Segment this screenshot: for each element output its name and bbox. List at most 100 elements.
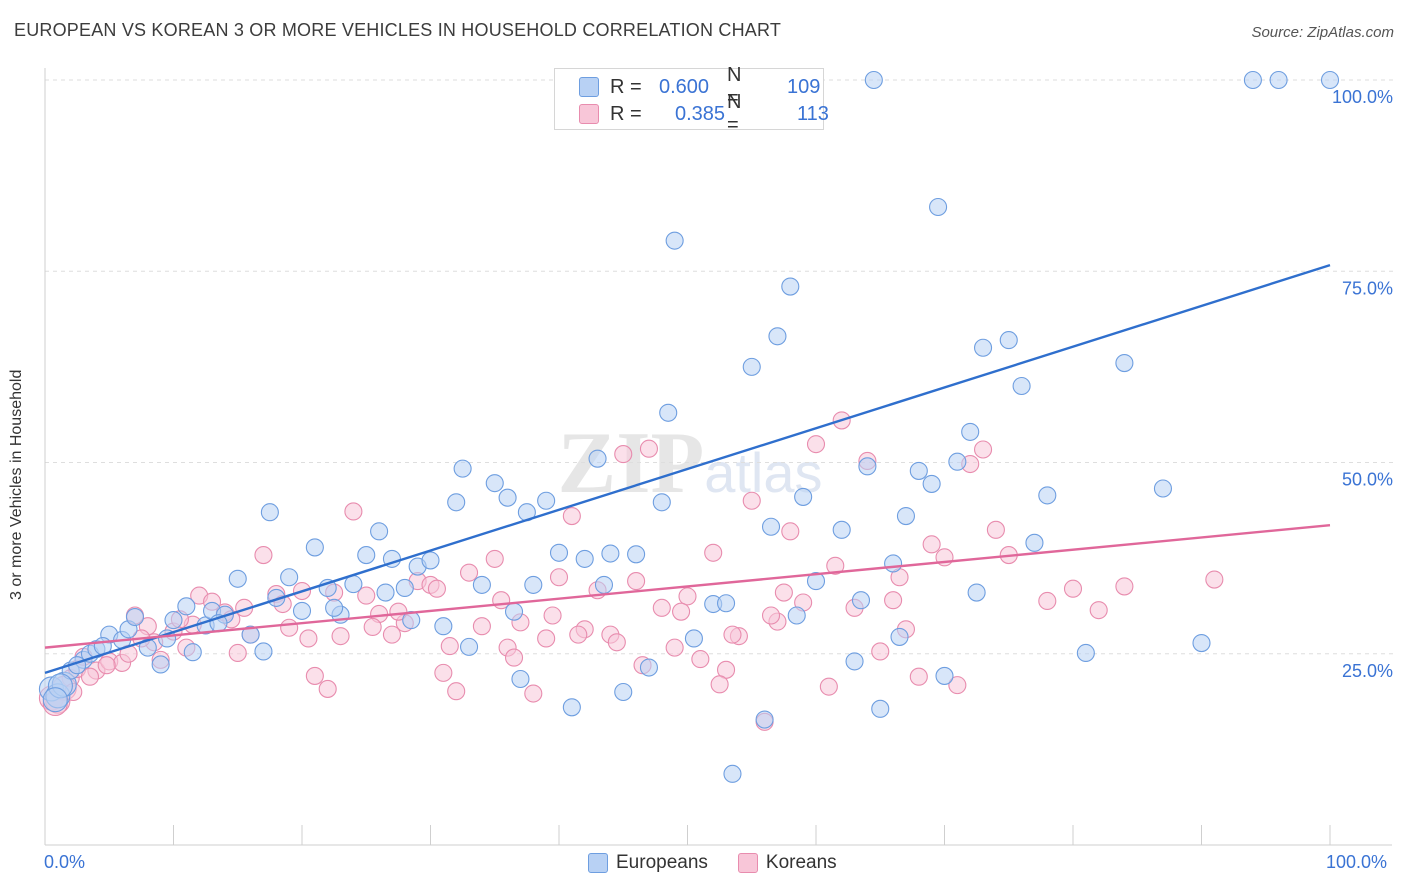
- european-point: [370, 522, 389, 541]
- european-point: [434, 617, 453, 636]
- european-point: [627, 545, 646, 564]
- european-point: [357, 546, 376, 565]
- korean-point: [299, 629, 318, 648]
- european-point: [177, 597, 196, 616]
- korean-point: [447, 682, 466, 701]
- korean-point: [639, 439, 659, 458]
- korean-point: [1063, 579, 1083, 598]
- european-point: [652, 493, 671, 512]
- european-point: [1192, 633, 1211, 653]
- european-point: [376, 583, 395, 602]
- european-point: [164, 611, 183, 630]
- x-tick-max: 100.0%: [1326, 852, 1388, 872]
- korean-point: [382, 625, 402, 644]
- watermark: ZIPatlas: [558, 415, 823, 512]
- korean-point: [549, 568, 569, 587]
- european-point: [890, 627, 909, 646]
- korean-point: [986, 520, 1005, 539]
- n-value: 113: [797, 102, 829, 125]
- european-point: [459, 637, 479, 656]
- european-point: [999, 331, 1018, 350]
- legend-europeans-label: Europeans: [616, 852, 708, 873]
- korean-point: [228, 643, 247, 663]
- european-point: [781, 277, 800, 296]
- korean-point: [472, 617, 491, 636]
- y-axis-label: 3 or more Vehicles in Household: [8, 369, 25, 600]
- korean-point: [1089, 601, 1108, 620]
- european-point: [1269, 70, 1288, 90]
- korean-point: [819, 677, 838, 696]
- legend-koreans[interactable]: Koreans: [737, 852, 837, 874]
- european-point: [485, 474, 504, 493]
- european-point: [498, 488, 517, 507]
- europeans-swatch: [579, 77, 599, 97]
- y-tick-label: 25.0%: [1342, 661, 1393, 681]
- n-label: N =: [727, 64, 742, 109]
- korean-point: [543, 606, 562, 625]
- european-point: [851, 591, 871, 610]
- korean-point: [948, 676, 967, 695]
- korean-point: [710, 675, 729, 694]
- source-label: Source: ZipAtlas.com: [1251, 24, 1394, 41]
- european-point: [601, 544, 620, 563]
- european-point: [922, 474, 941, 493]
- r-label: R =: [610, 75, 642, 98]
- european-point: [158, 629, 177, 648]
- european-point: [292, 601, 312, 620]
- european-point: [948, 452, 967, 471]
- european-point: [614, 682, 633, 702]
- european-point: [325, 598, 344, 617]
- koreans-trend-line: [44, 524, 1331, 649]
- r-value: 0.600: [659, 75, 710, 98]
- korean-point: [704, 543, 723, 562]
- y-tick-labels: 25.0% 50.0% 75.0% 100.0%: [1332, 87, 1393, 681]
- legend-europeans[interactable]: Europeans: [588, 852, 708, 874]
- korean-point: [627, 572, 646, 591]
- korean-point: [806, 435, 826, 454]
- korean-point: [665, 638, 684, 657]
- european-point: [659, 403, 678, 422]
- european-point: [254, 642, 273, 661]
- korean-point: [280, 618, 299, 637]
- european-point: [967, 583, 986, 602]
- european-point: [524, 575, 543, 594]
- european-point: [1243, 70, 1262, 90]
- european-point: [845, 652, 864, 671]
- axes: [44, 68, 1392, 846]
- european-point: [260, 503, 279, 522]
- european-point: [537, 491, 556, 510]
- european-point: [453, 459, 472, 478]
- korean-point: [305, 666, 324, 685]
- european-point: [742, 357, 761, 376]
- european-point: [665, 231, 684, 250]
- r-label: R =: [610, 102, 642, 125]
- european-point: [1012, 376, 1031, 396]
- korean-point: [652, 598, 671, 617]
- european-point: [794, 487, 813, 506]
- korean-point: [389, 602, 408, 621]
- european-point: [1025, 533, 1044, 552]
- european-point: [639, 658, 659, 677]
- korean-point: [678, 587, 697, 606]
- european-point: [858, 457, 877, 476]
- europeans-swatch: [588, 853, 608, 873]
- korean-point: [723, 625, 742, 644]
- korean-point: [774, 583, 793, 602]
- korean-point: [826, 556, 845, 575]
- european-point: [421, 551, 440, 570]
- korean-point: [254, 546, 273, 565]
- european-point: [575, 549, 594, 568]
- korean-point: [884, 591, 903, 610]
- european-point: [594, 575, 614, 594]
- x-tick-min: 0.0%: [44, 852, 86, 872]
- chart-title: EUROPEAN VS KOREAN 3 OR MORE VEHICLES IN…: [14, 20, 782, 40]
- european-point: [929, 197, 948, 217]
- european-point: [684, 629, 703, 648]
- european-point: [768, 327, 787, 346]
- european-point: [871, 699, 890, 718]
- european-point: [151, 655, 170, 674]
- korean-point: [871, 642, 890, 661]
- korean-point: [1038, 591, 1057, 611]
- european-point: [716, 594, 736, 613]
- korean-point: [973, 440, 993, 459]
